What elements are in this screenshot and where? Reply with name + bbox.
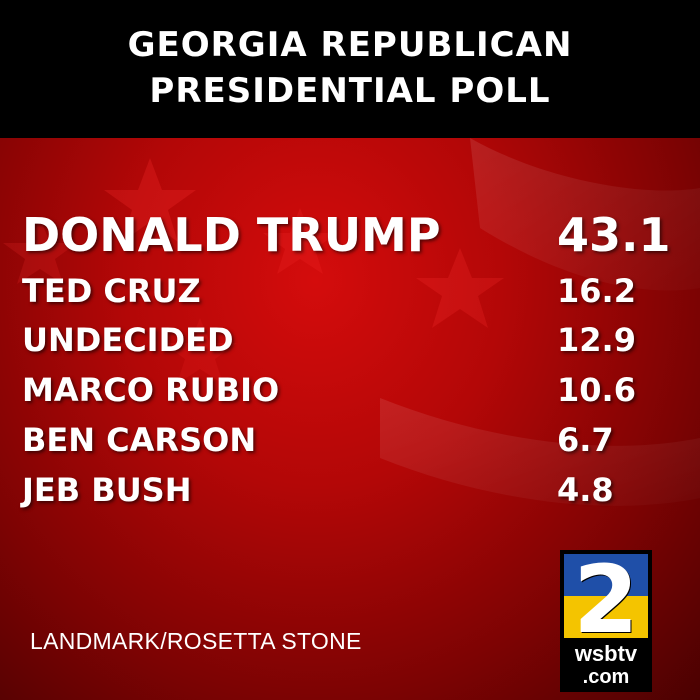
star-shape: [104, 158, 196, 242]
flag-background: [3, 138, 700, 506]
candidate-percent: 12.9: [557, 321, 636, 359]
header-banner: GEORGIA REPUBLICAN PRESIDENTIAL POLL: [0, 0, 700, 138]
star-shape: [416, 248, 504, 328]
candidate-name: DONALD TRUMP: [22, 208, 441, 262]
channel-number: 2: [573, 554, 639, 638]
wsbtv-logo: 2 wsbtv .com: [560, 550, 652, 692]
candidate-percent: 43.1: [557, 208, 671, 262]
page-title-line1: GEORGIA REPUBLICAN: [127, 25, 573, 65]
station-brand: wsbtv: [574, 641, 638, 666]
candidate-name: UNDECIDED: [22, 321, 234, 359]
candidate-name: MARCO RUBIO: [22, 371, 280, 409]
station-domain: .com: [582, 666, 630, 688]
candidate-percent: 10.6: [557, 371, 636, 409]
candidate-name: JEB BUSH: [22, 471, 192, 509]
candidate-name: TED CRUZ: [22, 272, 201, 310]
candidate-percent: 4.8: [557, 471, 614, 509]
poll-source: LANDMARK/ROSETTA STONE: [30, 628, 362, 654]
candidate-percent: 6.7: [557, 421, 614, 459]
candidate-name: BEN CARSON: [22, 421, 257, 459]
candidate-percent: 16.2: [557, 272, 636, 310]
page-title-line2: PRESIDENTIAL POLL: [149, 71, 551, 111]
star-shape: [263, 208, 337, 274]
star-shape: [163, 318, 237, 384]
channel-2-tile: 2: [564, 554, 648, 638]
star-shape: [3, 218, 77, 284]
logo-blue-band: [564, 554, 648, 596]
